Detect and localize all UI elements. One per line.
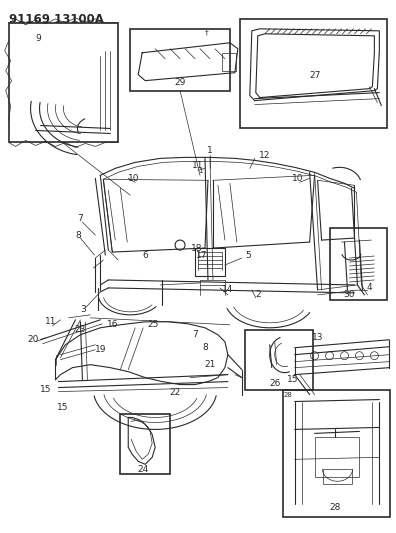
Bar: [195, 248, 225, 276]
Text: 14: 14: [222, 285, 234, 294]
Bar: [329, 228, 387, 300]
Text: 28: 28: [283, 392, 292, 398]
Text: 8: 8: [202, 343, 208, 352]
Bar: [9, 23, 118, 142]
Text: 10: 10: [292, 174, 303, 183]
Bar: [245, 330, 312, 390]
Text: 23: 23: [75, 325, 86, 334]
Bar: [240, 19, 387, 128]
Text: 4: 4: [367, 284, 372, 293]
Text: 5: 5: [245, 251, 251, 260]
Text: 25: 25: [147, 320, 159, 329]
Text: 29: 29: [174, 78, 186, 87]
Text: 91169 13100A: 91169 13100A: [9, 13, 103, 26]
Text: 6: 6: [142, 251, 148, 260]
Text: 28: 28: [330, 503, 341, 512]
Circle shape: [175, 240, 185, 250]
Text: 15: 15: [57, 403, 68, 412]
Text: 7: 7: [192, 330, 198, 340]
Bar: [283, 390, 390, 517]
Bar: [222, 53, 236, 71]
Text: 13: 13: [312, 333, 323, 342]
Text: 7: 7: [78, 214, 83, 223]
Text: 12: 12: [259, 151, 270, 160]
Text: 10: 10: [128, 174, 139, 183]
Text: 17: 17: [196, 251, 208, 260]
Text: 18: 18: [191, 244, 203, 253]
Text: 19: 19: [95, 345, 106, 354]
Text: 26: 26: [269, 379, 280, 388]
Text: 22: 22: [169, 388, 181, 397]
Text: 1: 1: [198, 168, 202, 174]
Text: 30: 30: [344, 290, 355, 300]
Text: 1: 1: [207, 146, 213, 155]
Text: 21: 21: [204, 360, 216, 369]
Text: 24: 24: [137, 465, 149, 474]
Text: 15: 15: [287, 375, 299, 384]
Circle shape: [175, 240, 185, 250]
Text: 3: 3: [80, 305, 86, 314]
Text: 8: 8: [76, 231, 81, 240]
Text: 9: 9: [36, 34, 42, 43]
Text: 15: 15: [40, 385, 51, 394]
Text: 27: 27: [309, 71, 320, 80]
Bar: [130, 29, 230, 91]
Text: 20: 20: [27, 335, 38, 344]
Text: 11: 11: [45, 317, 56, 326]
Text: †: †: [205, 30, 209, 36]
Text: 16: 16: [107, 320, 118, 329]
Text: 2: 2: [255, 290, 261, 300]
Bar: [314, 438, 360, 477]
Bar: [120, 415, 170, 474]
Bar: [323, 469, 352, 484]
Text: 11: 11: [192, 161, 204, 170]
